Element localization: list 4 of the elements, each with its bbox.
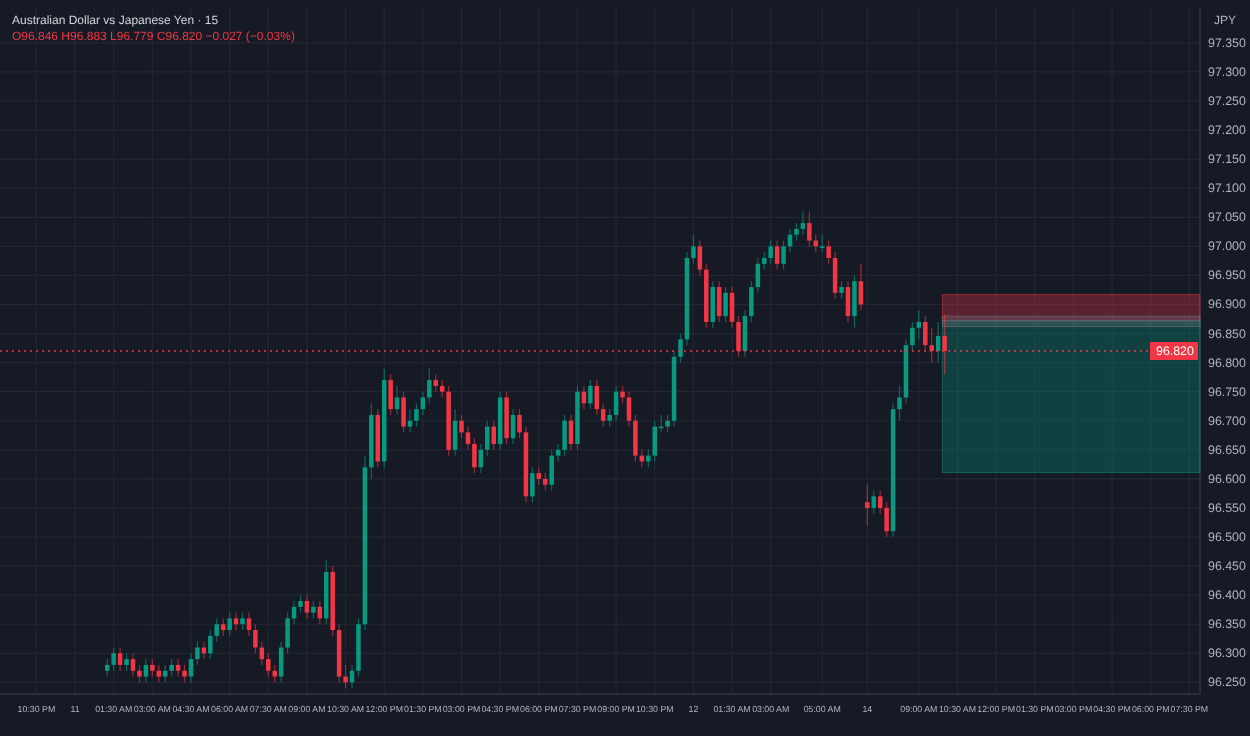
- candlestick: [233, 612, 239, 631]
- candlestick: [555, 443, 561, 463]
- candlestick: [175, 658, 181, 678]
- candlestick: [201, 641, 207, 660]
